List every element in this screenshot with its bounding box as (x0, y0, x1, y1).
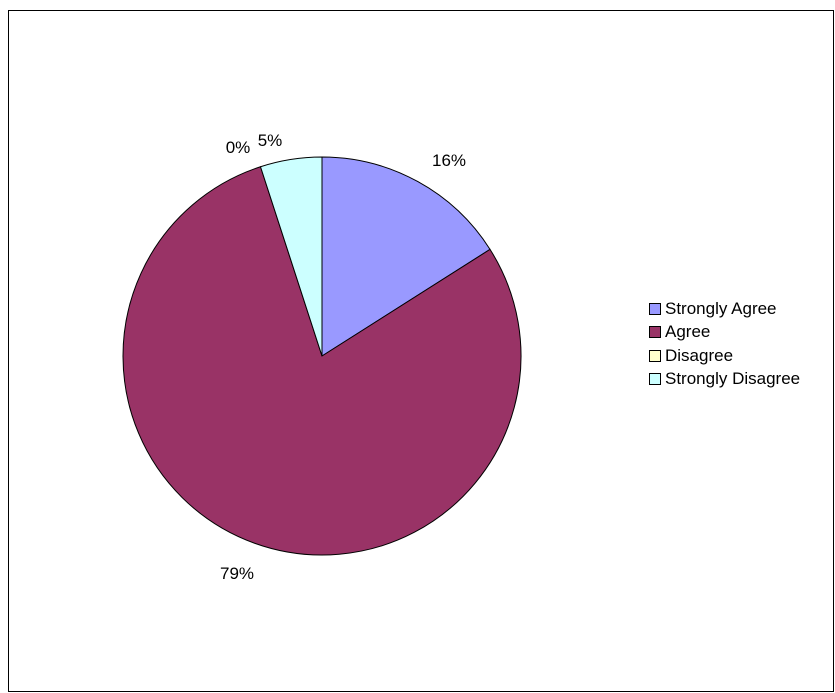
pie-slice-strongly-agree (321, 156, 491, 357)
legend-swatch (649, 349, 661, 362)
data-label-disagree: 0% (226, 138, 251, 157)
legend-item-strongly-agree: Strongly Agree (649, 297, 800, 321)
legend-label: Agree (665, 322, 711, 342)
legend-label: Strongly Disagree (665, 369, 801, 389)
legend-item-disagree: Disagree (649, 344, 800, 368)
legend: Strongly Agree Agree Disagree Strongly Disa… (649, 297, 800, 391)
legend-item-agree: Agree (649, 321, 800, 345)
pie-chart: 16% 79% 0% 5% (122, 131, 522, 583)
legend-swatch (649, 373, 661, 386)
data-label-strongly-agree: 16% (432, 151, 466, 170)
data-label-strongly-disagree: 5% (258, 131, 283, 150)
legend-swatch (649, 302, 661, 315)
pie-slice-agree (122, 166, 522, 556)
chart-area: 16% 79% 0% 5% Strongly Agree Agree Disagree St… (8, 10, 834, 692)
data-label-agree: 79% (220, 564, 254, 583)
legend-label: Strongly Agree (665, 298, 777, 318)
legend-label: Disagree (665, 345, 734, 365)
pie-slice-strongly-disagree (259, 156, 323, 357)
legend-item-strongly-disagree: Strongly Disagree (649, 368, 800, 392)
legend-swatch (649, 326, 661, 339)
